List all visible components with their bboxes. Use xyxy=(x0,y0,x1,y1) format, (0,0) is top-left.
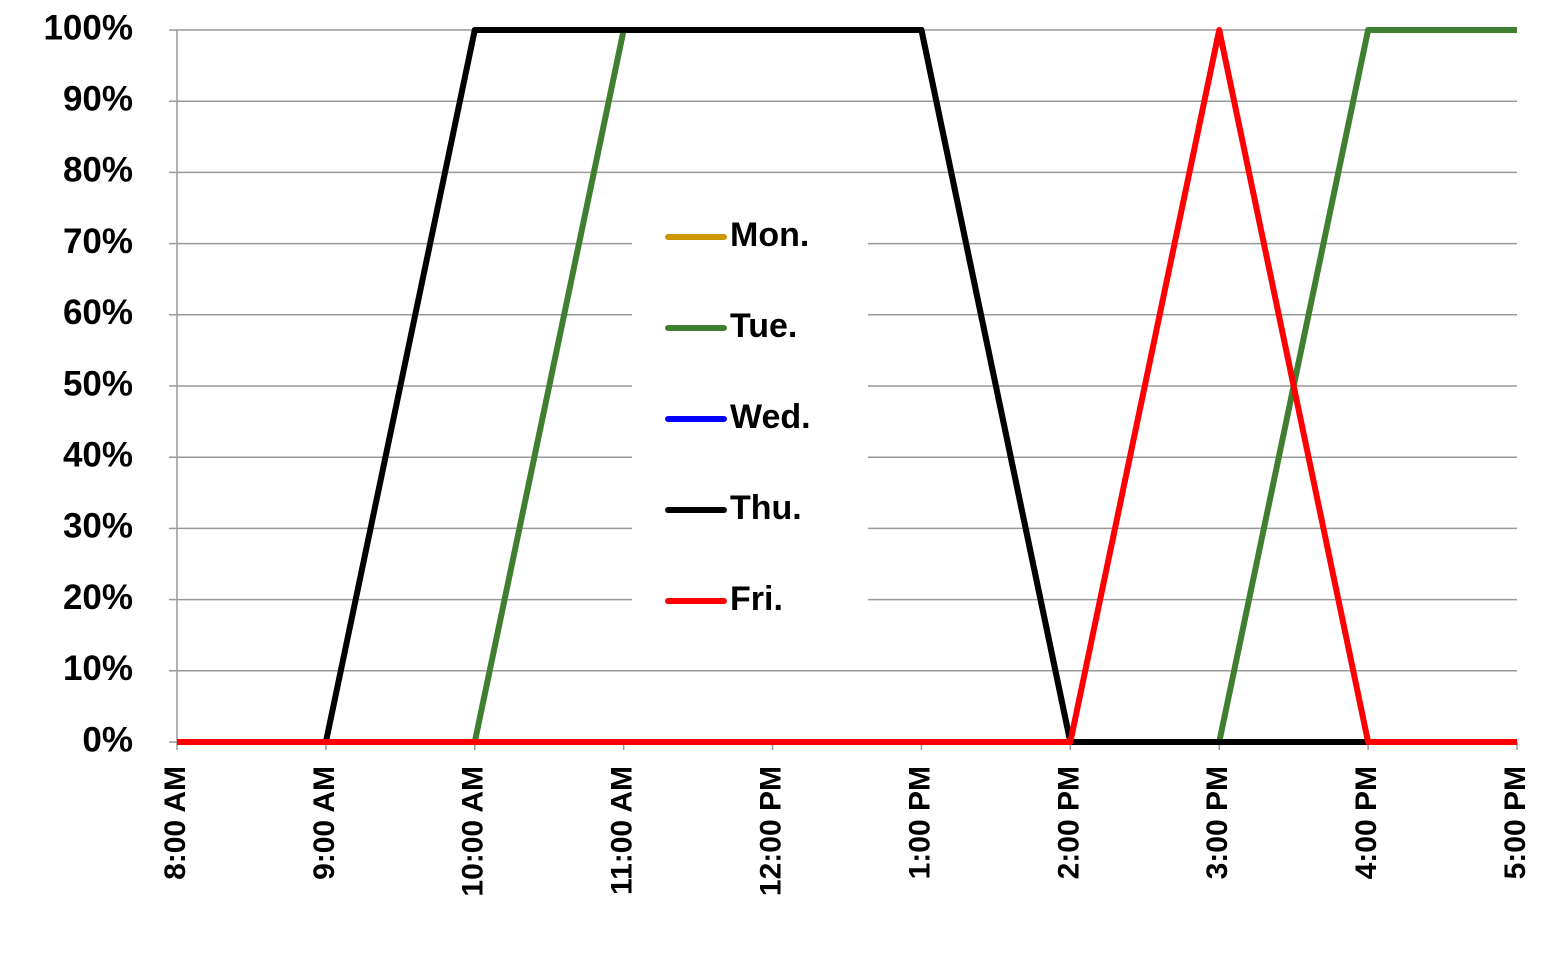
y-tick-label: 30% xyxy=(63,507,133,546)
legend-label: Wed. xyxy=(730,398,811,436)
x-tick-label: 4:00 PM xyxy=(1350,766,1383,879)
x-tick-label: 3:00 PM xyxy=(1201,766,1234,879)
x-tick-label: 2:00 PM xyxy=(1052,766,1085,879)
x-tick-label: 11:00 AM xyxy=(606,766,639,895)
y-tick-label: 60% xyxy=(63,293,133,332)
y-tick-label: 20% xyxy=(63,578,133,617)
x-tick-label: 9:00 AM xyxy=(308,766,341,880)
legend-label: Fri. xyxy=(730,580,783,618)
y-tick-label: 90% xyxy=(63,79,133,118)
legend-label: Mon. xyxy=(730,216,809,254)
legend-label: Tue. xyxy=(730,307,797,345)
x-tick-label: 8:00 AM xyxy=(159,766,192,880)
series-line xyxy=(177,27,1517,745)
y-tick-label: 50% xyxy=(63,364,133,403)
legend-label: Thu. xyxy=(730,489,802,527)
y-tick-label: 70% xyxy=(63,222,133,261)
x-tick-label: 5:00 PM xyxy=(1499,766,1532,879)
legend: Mon. Tue. Wed. Thu. Fri. xyxy=(632,200,868,640)
y-tick-label: 100% xyxy=(43,8,133,47)
y-tick-label: 0% xyxy=(82,720,133,759)
y-tick-label: 80% xyxy=(63,151,133,190)
y-tick-label: 10% xyxy=(63,649,133,688)
series-line xyxy=(177,27,1517,745)
x-tick-label: 1:00 PM xyxy=(903,766,936,879)
y-tick-label: 40% xyxy=(63,435,133,474)
x-tick-label: 12:00 PM xyxy=(754,766,787,896)
x-tick-label: 10:00 AM xyxy=(457,766,490,897)
